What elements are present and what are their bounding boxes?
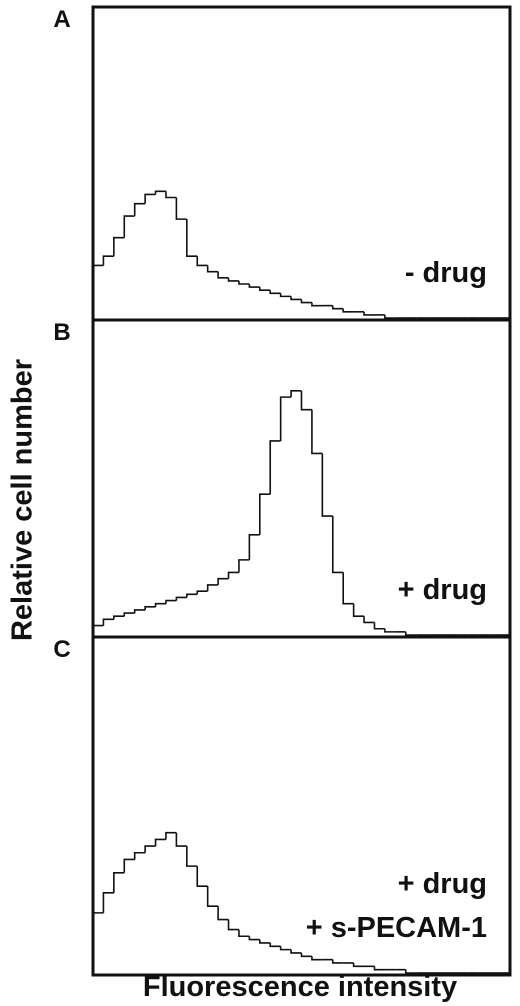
histogram-step	[144, 845, 156, 853]
histogram-step	[311, 956, 323, 961]
histogram-step	[175, 832, 187, 847]
histogram-step	[144, 193, 156, 204]
histogram-step	[206, 886, 219, 907]
histogram-step	[384, 628, 396, 633]
histogram-step	[217, 271, 229, 279]
histogram-step	[186, 593, 198, 598]
histogram-step	[269, 942, 281, 948]
histogram-step	[196, 866, 208, 887]
histogram-step	[238, 929, 250, 938]
histogram-step	[238, 280, 250, 285]
histogram-step	[248, 284, 260, 288]
histogram-step	[102, 255, 114, 266]
histogram-step	[259, 939, 271, 944]
histogram-step	[165, 191, 177, 199]
histogram-step	[259, 287, 271, 291]
histogram-step	[331, 516, 344, 574]
histogram-step	[206, 584, 219, 592]
histogram-step	[342, 572, 354, 605]
histogram-step	[248, 936, 260, 941]
histogram-step	[269, 290, 281, 295]
histogram-step	[259, 493, 271, 535]
histogram-step	[300, 952, 312, 958]
histogram-step	[352, 603, 365, 618]
histogram-step	[279, 396, 292, 441]
histogram-step	[123, 612, 135, 617]
histogram-step	[186, 846, 198, 867]
histogram-step	[165, 599, 177, 604]
annotation: + drug	[398, 574, 487, 606]
histogram-step	[363, 616, 375, 624]
histogram-step	[144, 606, 156, 610]
histogram-step	[92, 912, 104, 973]
histogram-step	[175, 596, 187, 601]
annotation: - drug	[405, 257, 487, 289]
histogram-step	[269, 440, 281, 495]
histogram-step	[290, 949, 302, 954]
histogram-step	[404, 631, 417, 636]
annotation: + s-PECAM-1	[306, 912, 487, 944]
histogram-step	[331, 305, 344, 310]
histogram-step	[227, 277, 239, 282]
histogram-step	[102, 618, 114, 626]
histogram-step	[352, 962, 365, 968]
histogram-step	[227, 571, 239, 579]
frame	[91, 5, 512, 977]
histogram-step	[384, 314, 396, 319]
histogram-step	[238, 559, 250, 573]
histogram-step	[196, 590, 208, 595]
panel-label: B	[53, 319, 70, 346]
histogram-step	[175, 197, 187, 220]
histogram-step	[133, 202, 146, 217]
histogram-step	[196, 256, 208, 267]
panel-label: C	[53, 636, 70, 663]
histogram-step	[133, 851, 146, 860]
histogram-step	[113, 872, 125, 893]
histogram-step	[206, 265, 219, 273]
histogram-step	[154, 190, 166, 195]
histogram-step	[363, 311, 375, 316]
histogram-step	[373, 622, 385, 630]
histogram-step	[165, 831, 177, 840]
histogram-step	[154, 602, 166, 607]
histogram-step	[404, 969, 417, 974]
histogram-step	[113, 236, 125, 257]
histogram-step	[102, 892, 114, 913]
histogram-step	[227, 919, 239, 931]
histogram-step	[290, 390, 302, 398]
histogram-step	[290, 296, 302, 301]
histogram-step	[311, 409, 323, 455]
histogram-step	[123, 215, 135, 238]
histogram-step	[342, 308, 354, 313]
histogram-step	[311, 302, 323, 307]
histogram-step	[217, 906, 229, 921]
histogram-step	[279, 293, 292, 298]
histogram-step	[123, 858, 135, 873]
annotation: + drug	[398, 868, 487, 900]
y-axis-label: Relative cell number	[7, 359, 39, 641]
histogram-step	[186, 219, 198, 257]
histogram-step	[133, 609, 146, 614]
histogram-step	[217, 577, 229, 585]
panel-label: A	[53, 6, 70, 33]
histogram-step	[373, 966, 385, 971]
histogram-step	[300, 299, 312, 304]
histogram-step	[279, 946, 292, 951]
histogram-step	[300, 390, 312, 411]
histogram-step	[321, 453, 333, 517]
histogram-step	[113, 615, 125, 620]
histogram-step	[92, 264, 104, 318]
histogram-step	[248, 534, 260, 560]
histogram-step	[154, 838, 166, 847]
histogram-step	[331, 959, 344, 964]
histogram-step	[92, 624, 104, 635]
